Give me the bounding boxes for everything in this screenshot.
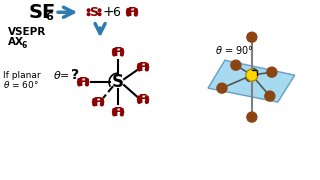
Circle shape [113,51,115,54]
Polygon shape [208,60,295,102]
Text: If planar: If planar [3,71,41,80]
Circle shape [113,111,115,114]
Circle shape [134,9,137,11]
Circle shape [247,32,257,42]
Circle shape [127,13,130,16]
Text: F: F [139,61,147,74]
Circle shape [98,9,101,12]
Circle shape [145,68,148,71]
Circle shape [138,68,140,71]
Circle shape [121,111,124,114]
Circle shape [145,64,148,66]
Circle shape [120,53,123,56]
Circle shape [120,108,123,111]
Circle shape [267,67,277,77]
Circle shape [100,98,103,101]
Circle shape [145,96,148,99]
Circle shape [134,13,137,16]
Circle shape [98,13,101,15]
Text: S: S [90,6,99,19]
Circle shape [146,66,148,69]
Circle shape [87,9,90,12]
Circle shape [85,78,88,81]
Text: $\theta$=: $\theta$= [53,69,70,81]
Text: F: F [114,106,122,119]
Text: 6: 6 [21,41,27,50]
Circle shape [100,103,103,106]
Circle shape [86,81,89,84]
Circle shape [121,51,124,54]
Text: $\theta$ = 90°: $\theta$ = 90° [215,44,253,56]
Circle shape [78,83,81,86]
Text: $\theta$ = 60°: $\theta$ = 60° [3,79,39,90]
Circle shape [87,13,90,15]
Text: VSEPR: VSEPR [8,27,46,37]
Circle shape [92,101,95,104]
Circle shape [138,66,140,69]
Text: F: F [114,46,122,59]
Text: F: F [128,6,136,19]
Circle shape [246,69,258,81]
Circle shape [127,9,130,11]
Circle shape [231,60,241,70]
Circle shape [145,100,148,103]
Text: 6: 6 [112,6,120,19]
Circle shape [78,78,81,81]
Circle shape [113,53,116,56]
Circle shape [101,101,104,104]
Text: SF: SF [28,3,55,22]
Circle shape [120,113,123,116]
Circle shape [93,98,96,101]
Circle shape [77,81,80,84]
Text: ?: ? [71,68,79,82]
Circle shape [135,11,138,14]
Circle shape [247,112,257,122]
Circle shape [113,108,116,111]
Circle shape [138,64,140,66]
Text: +: + [102,5,114,19]
Text: S: S [112,73,124,91]
Circle shape [146,98,148,101]
Circle shape [265,91,275,101]
Circle shape [120,49,123,51]
Circle shape [217,83,227,93]
Circle shape [113,113,116,116]
Circle shape [138,96,140,99]
Text: AX: AX [8,37,24,47]
Text: F: F [139,93,147,106]
Circle shape [138,100,140,103]
Circle shape [85,83,88,86]
Circle shape [126,11,129,14]
Circle shape [138,98,140,101]
Text: F: F [79,76,87,89]
Circle shape [93,103,96,106]
Circle shape [113,49,116,51]
Text: 6: 6 [45,12,53,22]
Text: F: F [94,96,102,109]
